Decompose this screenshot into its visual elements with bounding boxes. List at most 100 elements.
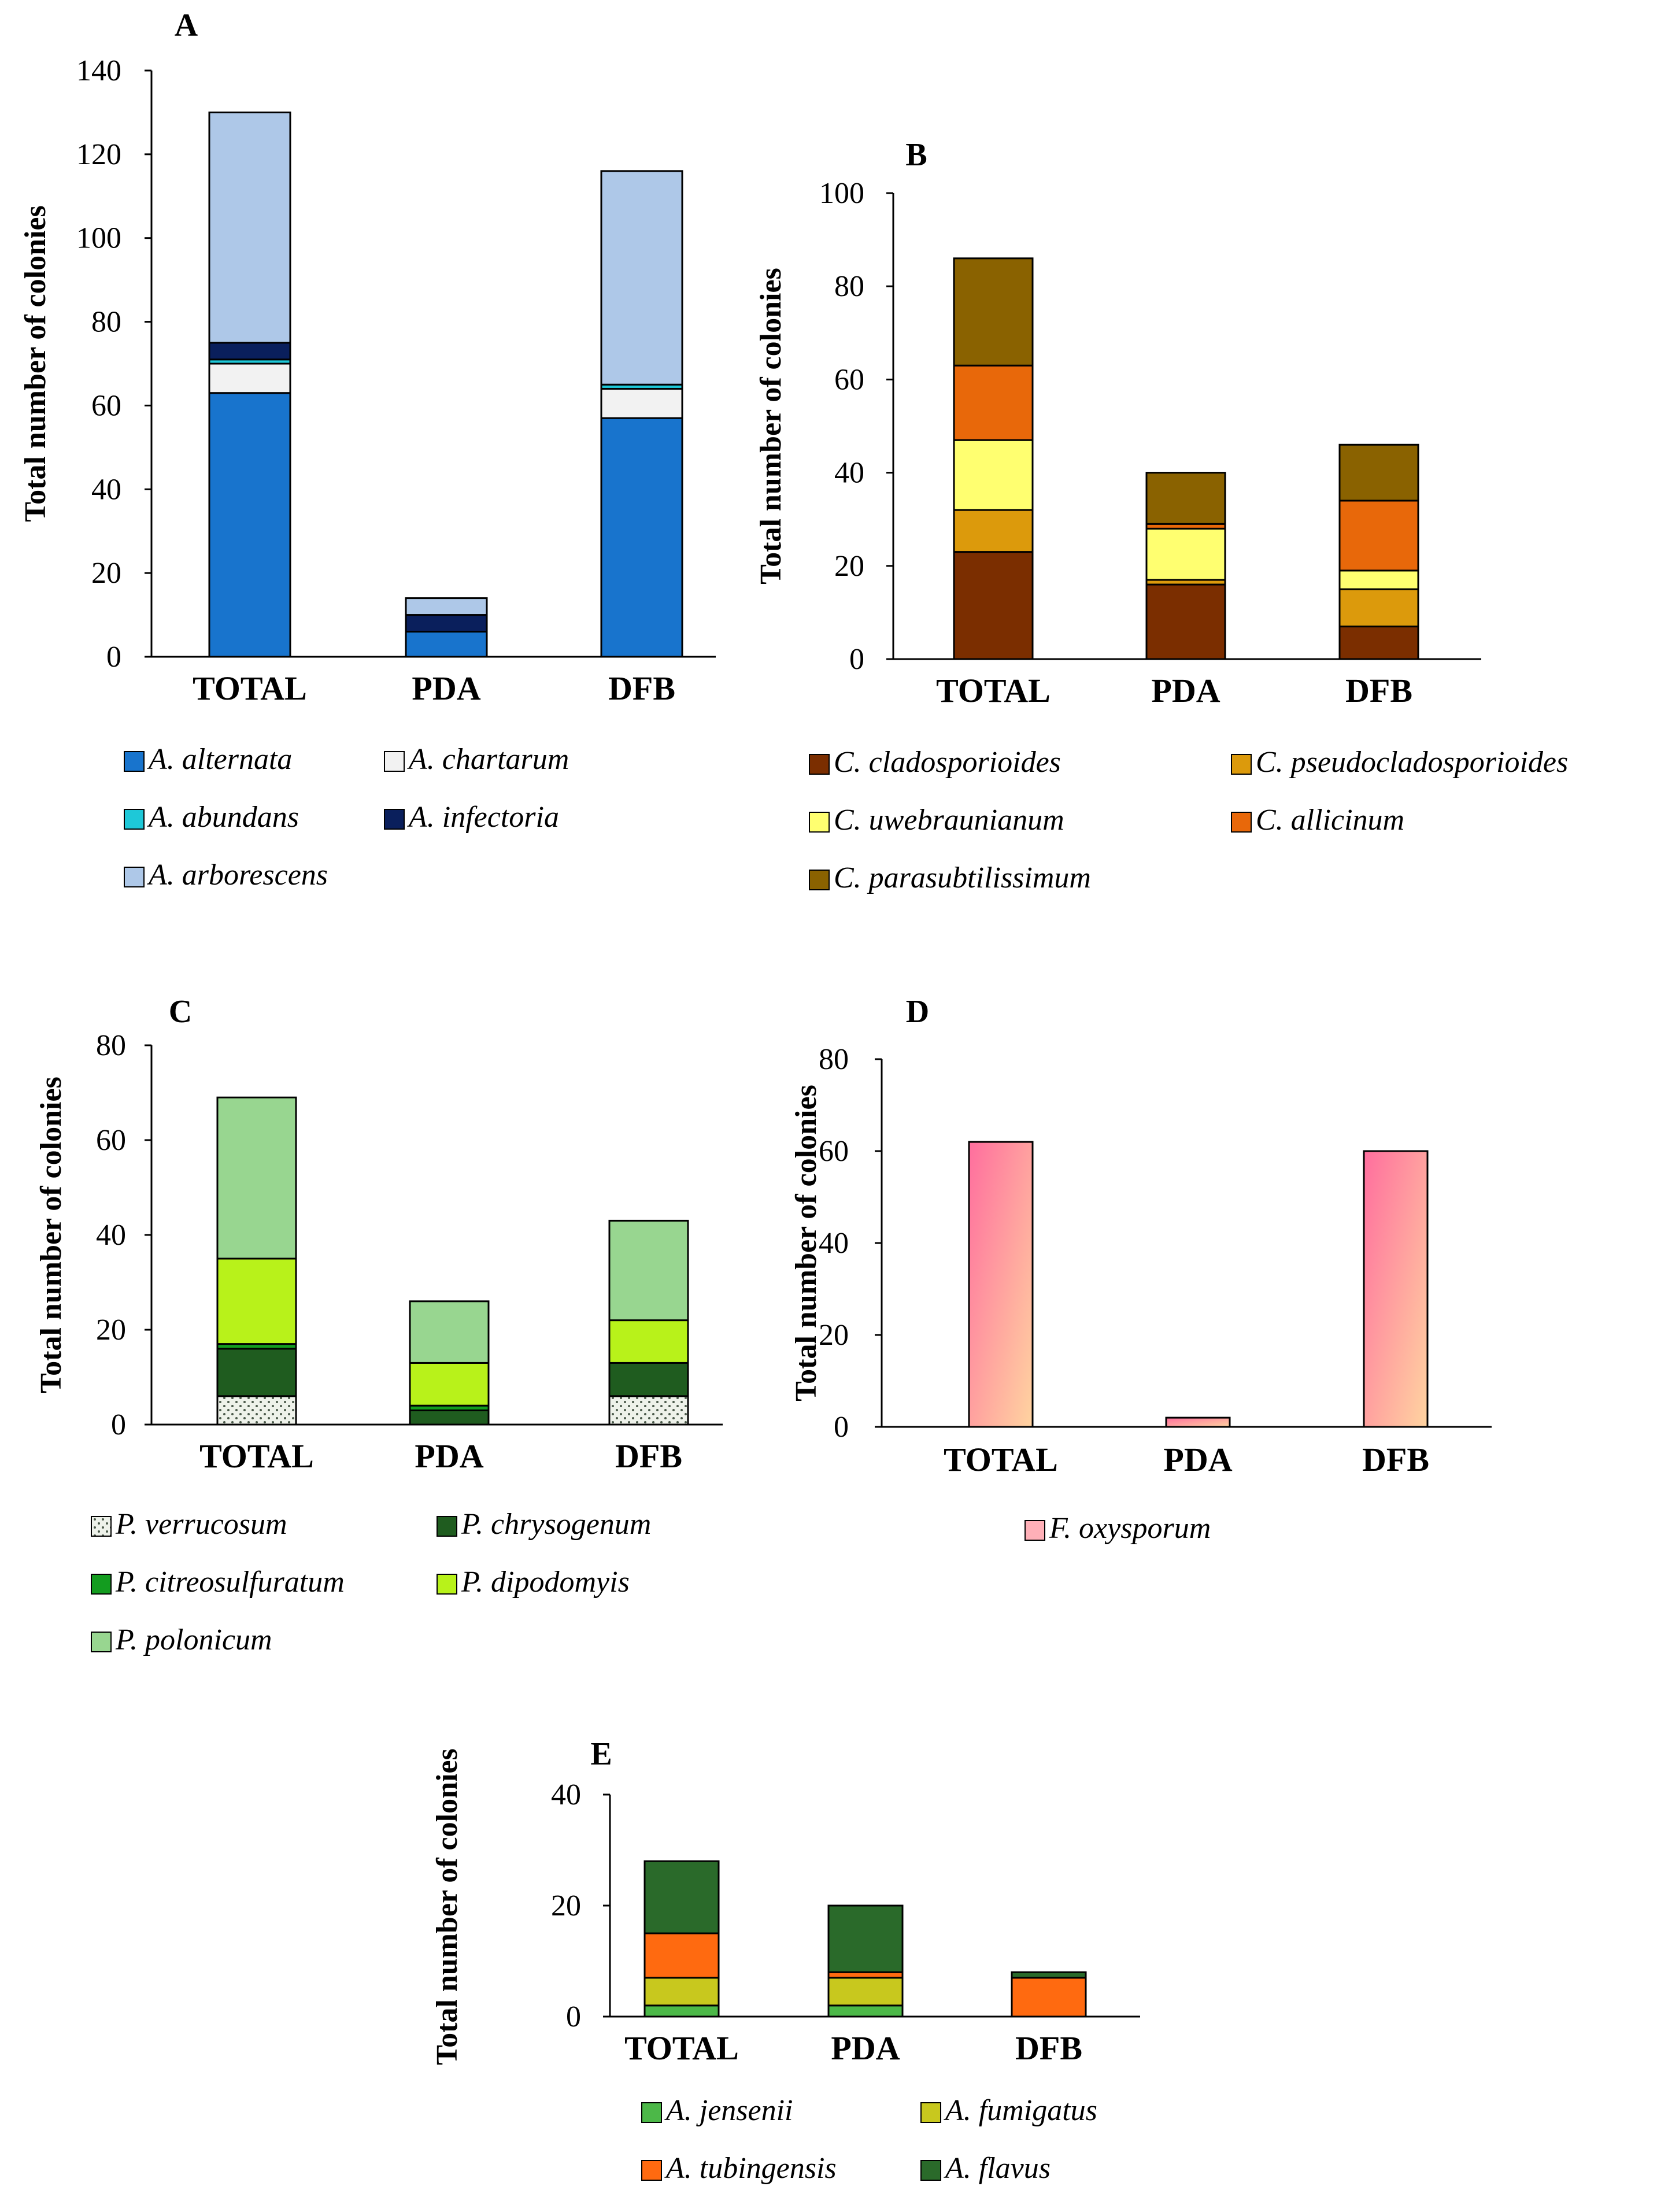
bar-segment-dfb-0 <box>608 1395 689 1426</box>
bar-segment-dfb-0 <box>600 417 683 658</box>
bar-segment-pda-1 <box>409 1409 490 1426</box>
bar-segment-dfb-3 <box>608 1319 689 1364</box>
x-category-label: PDA <box>831 2029 900 2067</box>
bar-segment-total-0 <box>953 551 1034 660</box>
x-category-label: DFB <box>608 669 675 707</box>
bar-segment-total-0 <box>216 1395 297 1426</box>
legend-swatch <box>641 2160 662 2181</box>
bar-segment-pda-0 <box>827 2004 904 2018</box>
legend-label: A. arborescens <box>147 859 328 892</box>
bar-segment-total-3 <box>216 1257 297 1345</box>
bar-segment-pda-2 <box>1145 527 1226 581</box>
bar-segment-dfb-0 <box>1338 626 1419 660</box>
y-axis-label: Total number of colonies <box>790 1085 823 1401</box>
legend-label: A. chartarum <box>407 743 569 776</box>
x-category-label: PDA <box>412 669 480 707</box>
bar-segment-total-2 <box>643 1932 720 1979</box>
y-tick-label: 40 <box>551 1778 581 1811</box>
legend-swatch <box>809 870 830 890</box>
panel-letter: A <box>175 8 198 43</box>
legend-label: C. parasubtilissimum <box>834 861 1091 894</box>
x-category-label: PDA <box>415 1437 483 1475</box>
bar-segment-total-0 <box>208 392 291 658</box>
y-tick-label: 0 <box>106 641 121 674</box>
bar-segment-pda-4 <box>405 597 488 616</box>
legend-swatch <box>641 2102 662 2123</box>
bar-segment-total-2 <box>953 439 1034 511</box>
bar-segment-pda-0 <box>1165 1416 1231 1428</box>
bar-segment-total-1 <box>953 509 1034 553</box>
y-tick-label: 100 <box>76 222 121 255</box>
legend-swatch <box>920 2102 941 2123</box>
legend-label: P. polonicum <box>115 1623 272 1656</box>
y-tick-label: 80 <box>91 306 121 339</box>
legend-label: A. flavus <box>944 2152 1051 2185</box>
x-category-label: PDA <box>1163 1441 1232 1478</box>
legend-label: C. uwebraunianum <box>834 804 1064 837</box>
bar-segment-pda-1 <box>827 1977 904 2007</box>
chart-panel-d: D Total number of colonies 0 20 40 60 80 TOTAL P… <box>790 994 1492 1545</box>
legend-swatch <box>91 1516 112 1537</box>
y-tick-label: 60 <box>96 1124 126 1157</box>
x-category-label: DFB <box>615 1437 682 1475</box>
y-tick-label: 40 <box>96 1219 126 1252</box>
legend: C. cladosporioides C. pseudocladosporioid… <box>809 746 1568 894</box>
legend-label: P. chrysogenum <box>461 1508 651 1541</box>
legend-label: C. allicinum <box>1256 804 1404 837</box>
panel-letter: D <box>906 994 929 1030</box>
bar-segment-dfb-3 <box>1011 1971 1087 1979</box>
legend-label: F. oxysporum <box>1049 1512 1211 1545</box>
y-tick-label: 100 <box>819 177 864 210</box>
y-tick-label: 20 <box>96 1314 126 1347</box>
x-category-label: DFB <box>1362 1441 1429 1478</box>
legend-label: P. dipodomyis <box>461 1566 630 1599</box>
y-tick-label: 40 <box>819 1227 849 1260</box>
legend-swatch <box>437 1574 457 1595</box>
bar-segment-total-4 <box>208 111 291 344</box>
legend-label: A. abundans <box>147 801 299 834</box>
y-tick-label: 0 <box>566 2000 581 2033</box>
bar-segment-dfb-2 <box>1338 569 1419 590</box>
x-category-label: DFB <box>1015 2029 1082 2067</box>
panel-letter: E <box>590 1736 612 1772</box>
bar-segment-total-3 <box>953 364 1034 441</box>
legend-swatch <box>809 812 830 833</box>
legend-label: A. jensenii <box>664 2094 793 2127</box>
bar-segment-pda-0 <box>405 631 488 658</box>
chart-panel-c: C Total number of colonies 0 20 40 60 80 TOTAL P… <box>35 994 723 1656</box>
y-tick-label: 80 <box>819 1043 849 1076</box>
y-tick-label: 60 <box>91 389 121 422</box>
x-category-label: TOTAL <box>624 2029 739 2067</box>
legend-label: C. pseudocladosporioides <box>1256 746 1568 779</box>
y-tick-label: 0 <box>849 643 864 676</box>
legend-swatch <box>920 2160 941 2181</box>
bar-segment-pda-3 <box>409 1362 490 1407</box>
y-tick-label: 120 <box>76 138 121 171</box>
y-tick-label: 40 <box>91 473 121 506</box>
bar-segment-dfb-1 <box>600 387 683 419</box>
x-category-label: PDA <box>1151 672 1220 709</box>
y-tick-label: 80 <box>834 270 864 303</box>
bar-segment-dfb-2 <box>1011 1977 1087 2018</box>
legend-swatch <box>384 751 405 772</box>
legend-swatch <box>809 754 830 775</box>
y-tick-label: 80 <box>96 1029 126 1062</box>
y-tick-label: 20 <box>551 1889 581 1922</box>
y-tick-label: 60 <box>819 1135 849 1168</box>
bar-segment-total-4 <box>953 257 1034 367</box>
legend-swatch <box>384 809 405 830</box>
legend-swatch <box>91 1632 112 1652</box>
legend-swatch <box>1024 1520 1045 1541</box>
bar-segment-dfb-4 <box>1338 443 1419 502</box>
legend-swatch <box>1231 754 1252 775</box>
y-tick-label: 0 <box>111 1408 126 1441</box>
y-tick-label: 60 <box>834 363 864 396</box>
bar-segment-dfb-1 <box>1338 588 1419 628</box>
chart-panel-a: A Total number of colonies 0 20 40 60 80 100 120… <box>19 8 716 892</box>
legend-label: C. cladosporioides <box>834 746 1061 779</box>
chart-panel-e: E Total number of colonies 0 20 40 TOTAL PDA DF… <box>431 1736 1140 2185</box>
bar-segment-pda-4 <box>409 1300 490 1364</box>
bar-segment-dfb-4 <box>600 170 683 386</box>
legend-label: P. verrucosum <box>115 1508 287 1541</box>
